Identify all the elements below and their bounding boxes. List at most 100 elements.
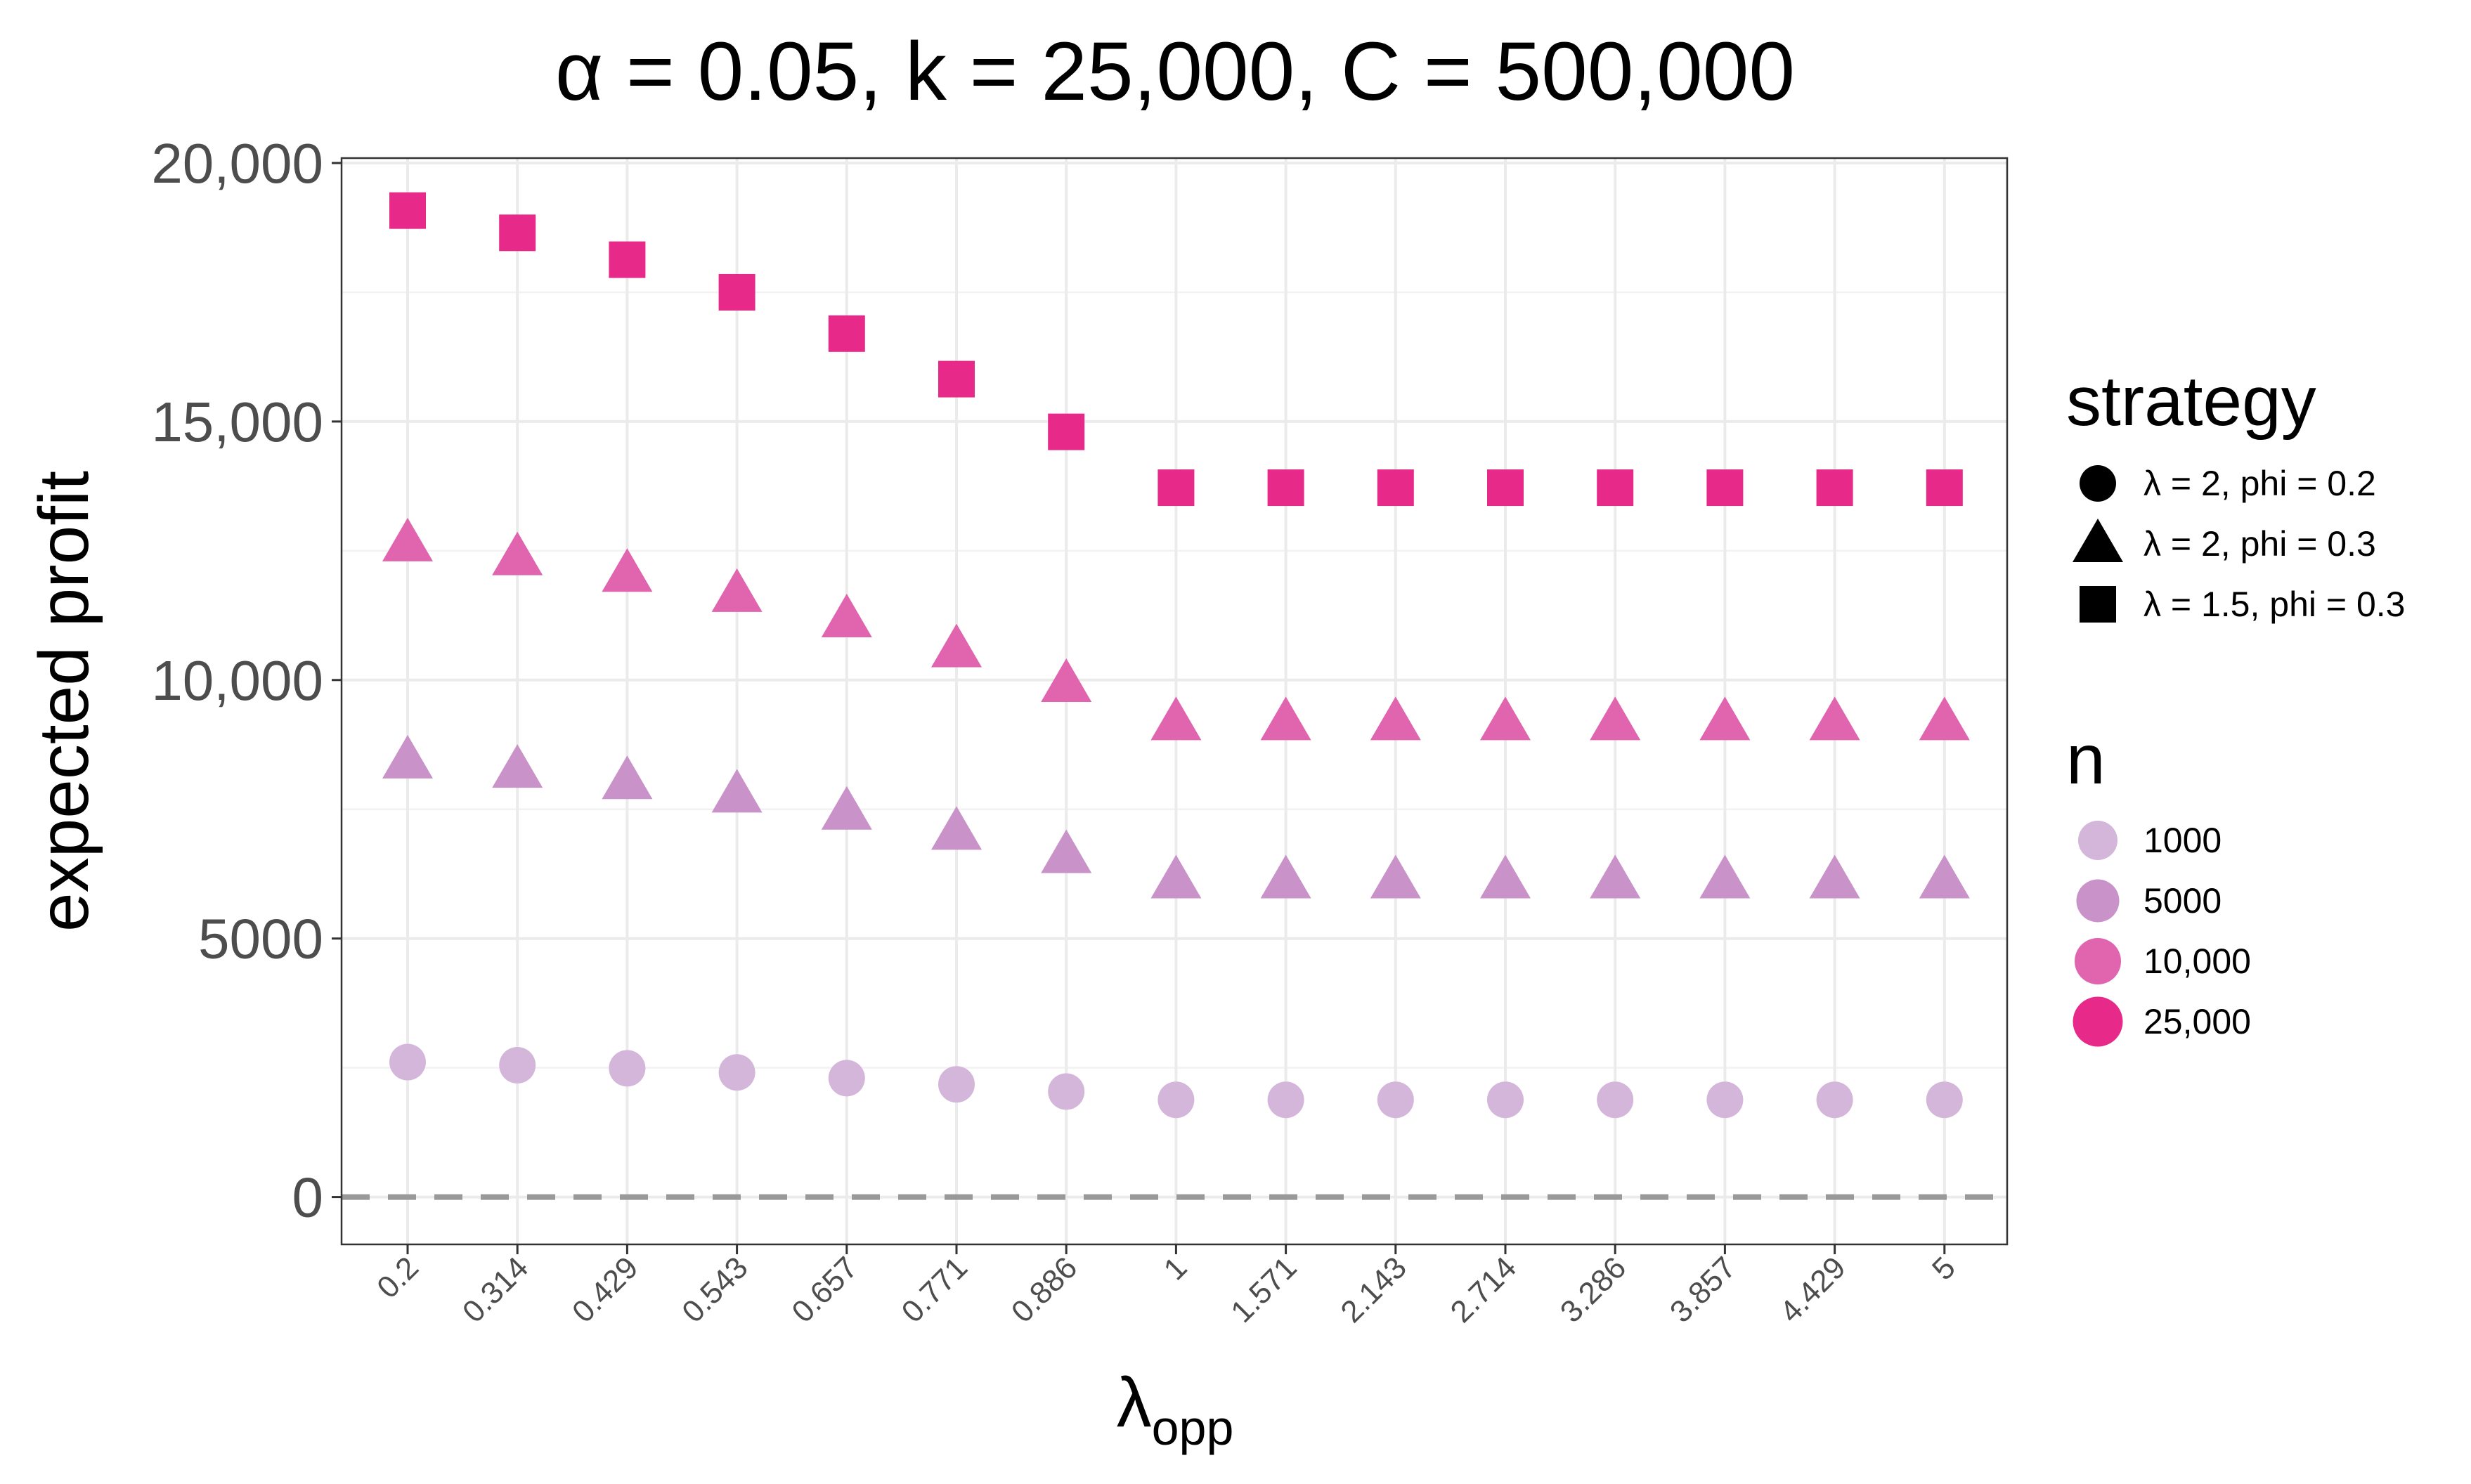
data-point-triangle (711, 769, 763, 813)
legend-strategy-key-circle (2080, 465, 2116, 502)
data-point-triangle (1590, 696, 1641, 741)
data-point-square (389, 192, 426, 229)
y-axis: 0 5000 10,000 15,000 20,000 (151, 132, 342, 1229)
data-point-triangle (1150, 696, 1202, 741)
x-tick-label: 0.771 (895, 1250, 975, 1329)
x-tick-label: 0.886 (1005, 1250, 1084, 1329)
data-point-circle (1157, 1081, 1195, 1119)
legend-n-title: n (2066, 720, 2106, 799)
data-point-triangle (1480, 696, 1531, 741)
data-point-circle (1048, 1073, 1085, 1110)
data-point-triangle (821, 786, 872, 830)
data-point-triangle (1809, 696, 1860, 741)
data-point-triangle (1809, 854, 1860, 899)
data-point-square (1048, 413, 1085, 450)
data-point-triangle (492, 531, 543, 575)
data-point-triangle (382, 517, 433, 561)
x-tick-label: 0.657 (785, 1250, 864, 1329)
data-point-square (718, 273, 755, 311)
legend: strategy n λ = 2, phi = 0.2 λ = 2, phi = … (2066, 362, 2406, 1047)
data-point-circle (1926, 1081, 1963, 1119)
x-tick-label: 2.143 (1334, 1250, 1413, 1329)
data-point-triangle (1260, 854, 1311, 899)
data-point-triangle (1699, 696, 1751, 741)
data-point-circle (828, 1060, 865, 1097)
data-point-circle (718, 1054, 755, 1091)
data-point-triangle (1260, 696, 1311, 741)
legend-strategy-label: λ = 2, phi = 0.2 (2144, 464, 2376, 503)
data-point-square (1157, 469, 1195, 507)
data-point-square (828, 315, 865, 352)
x-tick-label: 4.429 (1773, 1250, 1853, 1329)
y-tick-label: 10,000 (151, 649, 323, 712)
data-point-triangle (1919, 854, 1970, 899)
data-point-triangle (931, 806, 982, 850)
data-point-circle (1816, 1081, 1853, 1119)
legend-n-label: 25,000 (2144, 1002, 2251, 1041)
data-point-square (938, 360, 975, 398)
data-point-triangle (931, 623, 982, 668)
data-point-triangle (1370, 854, 1421, 899)
x-axis: 0.2 0.314 0.429 0.543 0.657 0.771 0.886 1 1.571 2… (370, 1244, 1962, 1329)
data-point-square (1487, 469, 1524, 507)
data-point-square (1706, 469, 1744, 507)
data-point-square (499, 214, 536, 252)
legend-strategy-label: λ = 2, phi = 0.3 (2144, 524, 2376, 564)
data-point-circle (938, 1066, 975, 1103)
x-tick-label: 5 (1926, 1250, 1962, 1287)
x-tick-label: 3.857 (1663, 1250, 1743, 1329)
x-tick-label: 2.714 (1444, 1250, 1524, 1329)
legend-n-label: 1000 (2144, 821, 2222, 860)
data-point-triangle (1699, 854, 1751, 899)
x-tick-label: 1 (1157, 1250, 1194, 1287)
legend-n-key (2075, 938, 2121, 984)
x-axis-title-main: λ (1117, 1363, 1152, 1442)
data-point-square (1926, 469, 1963, 507)
data-point-circle (1706, 1081, 1744, 1119)
data-point-triangle (821, 593, 872, 637)
legend-strategy-key-triangle (2073, 519, 2123, 562)
data-point-square (609, 241, 646, 278)
x-axis-title: λopp (1117, 1363, 1234, 1455)
legend-n-key (2073, 996, 2123, 1047)
data-point-square (1597, 469, 1634, 507)
data-point-square (1377, 469, 1414, 507)
data-point-triangle (602, 548, 653, 592)
legend-strategy-title: strategy (2066, 362, 2316, 441)
legend-n-key (2078, 821, 2117, 860)
x-tick-label: 3.286 (1554, 1250, 1633, 1329)
x-tick-label: 0.429 (566, 1250, 645, 1329)
y-tick-label: 0 (292, 1166, 324, 1229)
data-point-circle (1377, 1081, 1414, 1119)
data-point-circle (609, 1050, 646, 1087)
legend-n-label: 5000 (2144, 881, 2222, 920)
data-point-triangle (1041, 829, 1092, 873)
x-tick-label: 0.314 (456, 1250, 536, 1329)
data-point-triangle (711, 568, 763, 612)
data-point-triangle (1590, 854, 1641, 899)
y-axis-title: expected profit (25, 471, 103, 932)
data-point-triangle (1919, 696, 1970, 741)
plot-panel-border (340, 157, 2009, 1246)
data-point-triangle (382, 734, 433, 779)
data-point-circle (499, 1046, 536, 1083)
y-tick-label: 5000 (198, 908, 323, 970)
x-tick-label: 1.571 (1224, 1250, 1304, 1329)
data-point-triangle (1150, 854, 1202, 899)
y-tick-label: 20,000 (151, 132, 323, 195)
legend-strategy-label: λ = 1.5, phi = 0.3 (2144, 585, 2406, 624)
data-points (382, 192, 1970, 1119)
data-point-circle (389, 1043, 426, 1081)
data-point-square (1267, 469, 1304, 507)
data-point-circle (1267, 1081, 1304, 1119)
legend-n-key (2076, 879, 2120, 923)
chart-title: α = 0.05, k = 25,000, C = 500,000 (555, 25, 1795, 118)
data-point-triangle (1480, 854, 1531, 899)
data-point-circle (1487, 1081, 1524, 1119)
data-point-triangle (1041, 658, 1092, 702)
x-axis-title-subscript: opp (1152, 1400, 1234, 1455)
x-tick-label: 0.2 (370, 1250, 425, 1305)
data-point-triangle (1370, 696, 1421, 741)
data-point-circle (1597, 1081, 1634, 1119)
